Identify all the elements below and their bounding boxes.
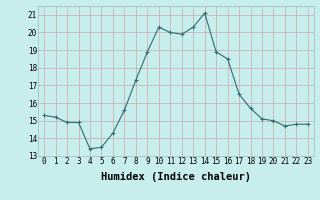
X-axis label: Humidex (Indice chaleur): Humidex (Indice chaleur): [101, 172, 251, 182]
